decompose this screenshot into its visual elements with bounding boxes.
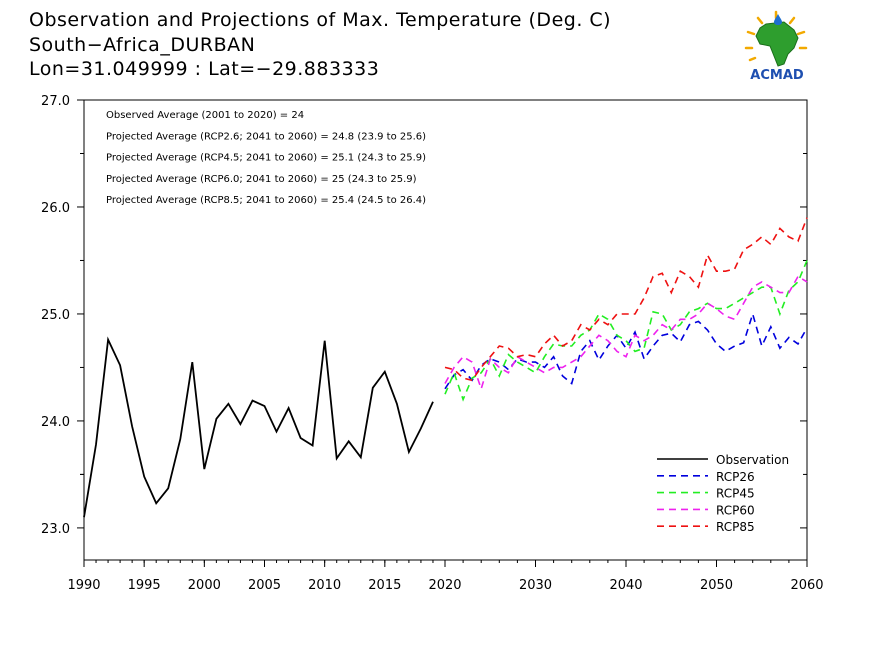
chart-title: Observation and Projections of Max. Temp… bbox=[29, 9, 612, 31]
series-line-observation bbox=[83, 336, 434, 518]
coordinates: Lon=31.049999 : Lat=−29.883333 bbox=[29, 58, 380, 80]
series-line-rcp26 bbox=[444, 311, 808, 390]
legend-label: RCP45 bbox=[716, 487, 755, 501]
acmad-africa-logo-icon: ACMAD bbox=[744, 10, 808, 83]
location-name: South−Africa_DURBAN bbox=[29, 34, 256, 56]
y-tick-label: 25.0 bbox=[41, 308, 70, 323]
x-axis: 1990 1995 2000 2005 2010 2015 2020 2030 2040 2050… bbox=[67, 560, 824, 593]
x-tick-label: 2060 bbox=[790, 578, 823, 593]
y-tick-label: 27.0 bbox=[41, 94, 70, 109]
y-tick-label: 26.0 bbox=[41, 201, 70, 216]
y-axis: 23.0 24.0 25.0 26.0 27.0 bbox=[41, 94, 807, 537]
annotations: Observed Average (2001 to 2020) = 24 Proj… bbox=[106, 110, 426, 206]
x-tick-label: 2015 bbox=[368, 578, 401, 593]
x-tick-label: 1990 bbox=[67, 578, 100, 593]
x-tick-label: 2020 bbox=[428, 578, 461, 593]
legend-label: RCP85 bbox=[716, 520, 755, 534]
series-line-rcp60 bbox=[444, 275, 808, 392]
y-tick-label: 23.0 bbox=[41, 522, 70, 537]
annotation-text: Projected Average (RCP6.0; 2041 to 2060)… bbox=[106, 174, 417, 185]
annotation-text: Projected Average (RCP4.5; 2041 to 2060)… bbox=[106, 153, 426, 164]
series-line-rcp45 bbox=[444, 260, 808, 402]
legend-label: Observation bbox=[716, 453, 789, 467]
annotation-text: Projected Average (RCP8.5; 2041 to 2060)… bbox=[106, 195, 426, 206]
logo-text: ACMAD bbox=[750, 68, 804, 83]
series-line-rcp85 bbox=[444, 217, 808, 382]
y-tick-label: 24.0 bbox=[41, 415, 70, 430]
x-tick-label: 2030 bbox=[519, 578, 552, 593]
x-tick-label: 2010 bbox=[308, 578, 341, 593]
series-lines bbox=[83, 217, 808, 518]
acmad-logo: ACMAD bbox=[736, 8, 818, 84]
legend-label: RCP60 bbox=[716, 503, 755, 517]
legend: Observation RCP26 RCP45 RCP60 RCP85 bbox=[657, 453, 789, 534]
annotation-text: Projected Average (RCP2.6; 2041 to 2060)… bbox=[106, 131, 426, 142]
x-tick-label: 2050 bbox=[700, 578, 733, 593]
annotation-text: Observed Average (2001 to 2020) = 24 bbox=[106, 110, 304, 121]
legend-label: RCP26 bbox=[716, 470, 755, 484]
x-tick-label: 2005 bbox=[248, 578, 281, 593]
x-tick-label: 1995 bbox=[128, 578, 161, 593]
x-tick-label: 2000 bbox=[188, 578, 221, 593]
plot-frame bbox=[83, 99, 808, 561]
x-tick-label: 2040 bbox=[609, 578, 642, 593]
